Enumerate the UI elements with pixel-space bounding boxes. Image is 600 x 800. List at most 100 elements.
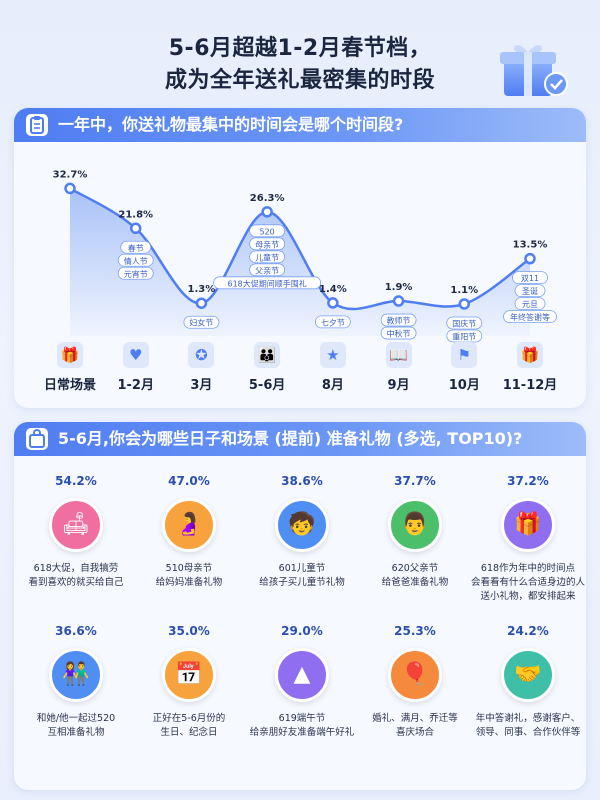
data-point (195, 297, 208, 309)
scenario-percentage: 35.0% (168, 624, 210, 638)
series-area (70, 188, 530, 336)
scenario-percentage: 37.7% (394, 474, 436, 488)
occasion-tag: 妇女节 (189, 318, 213, 328)
scenario-percentage: 37.2% (507, 474, 549, 488)
occasion-tag: 元宵节 (124, 269, 148, 279)
occasion-tag: 儿童节 (255, 252, 279, 262)
scenario-item: 25.3% 🎈 婚礼、满月、乔迁等 喜庆场合 (357, 624, 473, 740)
scenario-item: 35.0% 📅 正好在5-6月份的 生日、纪念日 (131, 624, 247, 740)
occasion-tag-bg (514, 284, 546, 298)
occasion-tag: 母亲节 (255, 239, 279, 249)
scenario-percentage: 47.0% (168, 474, 210, 488)
scenario-description: 601儿童节 给孩子买儿童节礼物 (259, 563, 345, 588)
scenario-description: 正好在5-6月份的 生日、纪念日 (152, 713, 226, 738)
chart-panel-heading: 一年中，你送礼物最集中的时间会是哪个时间段? (58, 115, 404, 134)
occasion-tag-bg (314, 315, 351, 329)
occasion-tag: 教师节 (387, 316, 411, 326)
occasion-tag-bg (512, 271, 548, 285)
occasion-tag: 春节 (128, 243, 144, 253)
scenario-percentage: 24.2% (507, 624, 549, 638)
occasion-tag: 520 (260, 227, 275, 236)
gift-box-illustration (500, 45, 568, 96)
occasion-tag: 重阳节 (452, 331, 476, 341)
scenario-percentage: 25.3% (394, 624, 436, 638)
scenario-percentage: 29.0% (281, 624, 323, 638)
page-title-line-1: 5-6月超越1-2月春节档， (168, 36, 432, 61)
scenario-item: 37.7% 👨 620父亲节 给爸爸准备礼物 (357, 474, 473, 590)
occasion-tag-bg (249, 237, 286, 251)
page-title-line-2: 成为全年送礼最密集的时段 (164, 68, 435, 93)
value-label: 1.1% (450, 285, 478, 296)
family-icon: 👪 (254, 342, 281, 368)
scenario-item: 54.2% 🛋 618大促，自我犒劳 看到喜欢的就买给自己 (18, 474, 134, 590)
occasion-tag-bg (380, 313, 417, 327)
scenarios-panel-heading: 5-6月,你会为哪些日子和场景 (提前) 准备礼物 (多选, TOP10)? (58, 429, 523, 448)
scenario-item: 29.0% ▲ 619端午节 给亲朋好友准备端午好礼 (244, 624, 360, 740)
value-label: 1.3% (188, 284, 216, 295)
father-icon: 👨 (388, 498, 442, 552)
value-label: 21.8% (118, 209, 153, 220)
data-point (524, 252, 536, 265)
occasion-tag: 中秋节 (387, 329, 411, 339)
occasion-tag-bg (117, 266, 154, 280)
category-label: 11-12月 (502, 378, 558, 393)
occasion-tag-bg (120, 240, 152, 254)
balloon-icon: 🎈 (388, 648, 442, 702)
heart-icon: ♥ (122, 342, 149, 368)
chart-panel: 一年中，你送礼物最集中的时间会是哪个时间段? 32.7% 21.8% 春节情人节元宵… (14, 108, 586, 408)
occasion-tag-bg (213, 276, 322, 290)
scenario-description: 婚礼、满月、乔迁等 喜庆场合 (372, 713, 458, 738)
occasion-tag-bg (249, 263, 286, 277)
occasion-tag-bg (249, 250, 286, 264)
occasion-tag: 七夕节 (321, 317, 345, 327)
handshake-icon: 🤝 (501, 648, 555, 702)
occasion-tag-bg (514, 297, 546, 311)
data-point (392, 295, 405, 307)
armchair-icon: 🛋 (49, 498, 103, 552)
giftbox-icon: 🎁 (517, 342, 543, 368)
medal-icon: ✪ (188, 342, 215, 368)
value-label: 26.3% (250, 193, 285, 204)
scenarios-panel-header: 5-6月,你会为哪些日子和场景 (提前) 准备礼物 (多选, TOP10)? (14, 422, 586, 456)
category-label: 3月 (190, 378, 213, 393)
category-label: 1-2月 (117, 378, 154, 393)
scenario-percentage: 36.6% (55, 624, 97, 638)
occasion-tag: 双11 (521, 274, 539, 283)
clipboard-icon (26, 114, 48, 136)
scenario-description: 619端午节 给亲朋好友准备端午好礼 (249, 713, 355, 738)
shopping-bag-icon (26, 428, 48, 450)
chart-panel-header: 一年中，你送礼物最集中的时间会是哪个时间段? (14, 108, 586, 142)
occasion-tag-bg (503, 310, 557, 324)
child-icon: 🧒 (275, 498, 329, 552)
scenario-description: 和她/他一起过520 互相准备礼物 (36, 713, 116, 738)
category-label: 5-6月 (248, 378, 286, 393)
scenario-percentage: 54.2% (55, 474, 97, 488)
scenario-item: 47.0% 🤰 510母亲节 给妈妈准备礼物 (131, 474, 247, 590)
occasion-tag: 情人节 (124, 256, 148, 266)
scenarios-panel: 5-6月,你会为哪些日子和场景 (提前) 准备礼物 (多选, TOP10)? 5… (14, 422, 586, 790)
occasion-tag: 父亲节 (255, 265, 279, 275)
gift-icon: 🎁 (501, 498, 555, 552)
calendar-icon: 📅 (162, 648, 216, 702)
data-point (327, 297, 339, 309)
occasion-tag-bg (446, 329, 483, 343)
scenario-description: 年中答谢礼，感谢客户、 领导、同事、合作伙伴等 (475, 713, 581, 738)
value-label: 32.7% (53, 169, 88, 180)
occasion-tag: 元旦 (522, 300, 538, 309)
category-label: 8月 (321, 378, 344, 393)
gift-icon: 🎁 (57, 342, 83, 368)
occasion-tag: 国庆节 (452, 318, 476, 328)
couple-icon: 👫 (49, 648, 103, 702)
occasion-tag-bg (446, 316, 483, 330)
occasion-tag-bg (117, 253, 154, 267)
scenario-percentage: 38.6% (281, 474, 323, 488)
scenario-item: 37.2% 🎁 618作为年中的时间点 会看看有什么合适身边的人 送小礼物，都安排起来 (470, 474, 586, 604)
scenario-description: 618作为年中的时间点 会看看有什么合适身边的人 送小礼物，都安排起来 (470, 563, 585, 602)
scenario-description: 620父亲节 给爸爸准备礼物 (381, 563, 449, 588)
data-point (458, 298, 471, 310)
occasion-tag: 圣诞 (522, 287, 538, 296)
value-label: 1.4% (319, 284, 347, 295)
scenario-description: 510母亲节 给妈妈准备礼物 (155, 563, 223, 588)
star-icon: ★ (319, 342, 346, 368)
